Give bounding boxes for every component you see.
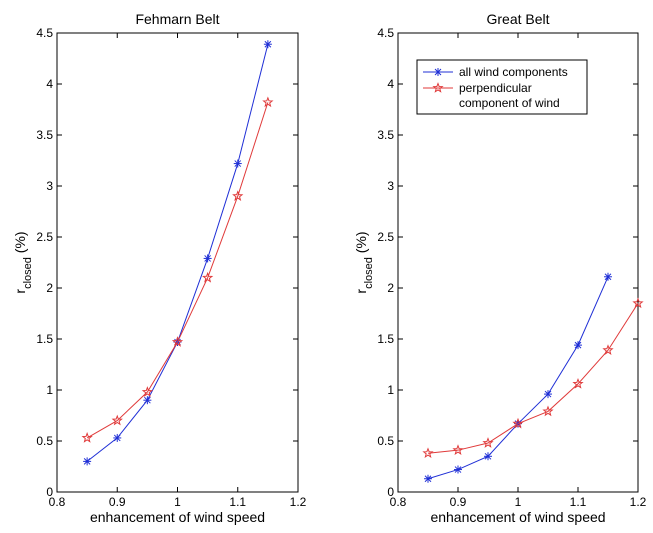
y-axis-label-subscript: closed bbox=[22, 257, 34, 289]
data-point-s1 bbox=[83, 457, 92, 466]
chart-panel-fehmarn: 0.8 0.9 1 1.1 1.2 0 0.5 1 1.5 2 2.5 3 3.5 4 4.5 Fehmarn… bbox=[12, 11, 307, 525]
x-tick-label: 0.8 bbox=[390, 495, 407, 509]
y-tick-label: 3 bbox=[46, 179, 53, 193]
y-tick-label: 2.5 bbox=[377, 230, 394, 244]
y-tick-label: 3 bbox=[387, 179, 394, 193]
legend-entry-1: all wind components bbox=[459, 65, 568, 79]
data-point-s1 bbox=[604, 272, 612, 281]
legend: all wind components perpendicularcomponen… bbox=[416, 59, 588, 115]
y-axis-label-unit: (%) bbox=[12, 231, 28, 257]
x-tick-label: 1 bbox=[174, 495, 181, 509]
data-point-s2 bbox=[602, 344, 614, 356]
data-point-s2 bbox=[81, 432, 93, 443]
y-axis-label-unit: (%) bbox=[353, 231, 369, 257]
x-tick-label: 1.2 bbox=[630, 495, 647, 509]
plot-area bbox=[56, 32, 299, 493]
data-point-s2 bbox=[422, 447, 434, 459]
data-point-s2 bbox=[262, 96, 274, 108]
y-axis-label-symbol: r bbox=[12, 289, 28, 294]
y-tick-label: 0 bbox=[46, 485, 53, 499]
y-tick-label: 1 bbox=[387, 383, 394, 397]
y-tick-label: 1.5 bbox=[377, 332, 394, 346]
legend-entry-2-continued: component of wind bbox=[459, 96, 560, 110]
data-point-s2 bbox=[111, 414, 123, 426]
data-point-s2 bbox=[632, 297, 644, 309]
data-point-s2 bbox=[572, 377, 584, 389]
y-axis-label-subscript: closed bbox=[363, 257, 375, 289]
y-tick-label: 4.5 bbox=[377, 26, 394, 40]
x-axis-label: enhancement of wind speed bbox=[90, 509, 265, 525]
y-tick-label: 1.5 bbox=[36, 332, 53, 346]
x-tick-label: 1.1 bbox=[570, 495, 587, 509]
data-point-s2 bbox=[171, 336, 184, 347]
data-point-s2 bbox=[202, 271, 214, 283]
y-tick-label: 3.5 bbox=[377, 128, 394, 142]
y-tick-label: 2 bbox=[387, 281, 394, 295]
data-point-s1 bbox=[424, 474, 432, 483]
y-tick-label: 4 bbox=[387, 77, 394, 91]
y-axis-label: rclosed (%) bbox=[353, 231, 375, 293]
data-point-s2 bbox=[542, 405, 554, 417]
data-point-s1 bbox=[484, 452, 492, 461]
x-tick-label: 0.8 bbox=[49, 495, 66, 509]
x-axis-label: enhancement of wind speed bbox=[430, 509, 605, 525]
chart-title: Fehmarn Belt bbox=[135, 11, 219, 27]
y-tick-label: 0.5 bbox=[377, 434, 394, 448]
data-point-s2 bbox=[482, 437, 494, 448]
data-point-s2 bbox=[512, 417, 524, 429]
data-point-s2 bbox=[232, 190, 244, 201]
data-point-s1 bbox=[233, 159, 242, 168]
x-tick-label: 1.2 bbox=[290, 495, 307, 509]
legend-marker-1 bbox=[434, 68, 442, 76]
series-line-2 bbox=[427, 303, 639, 454]
y-axis-label: rclosed (%) bbox=[12, 231, 34, 293]
legend-entry-2: perpendicular bbox=[459, 81, 532, 95]
series-line-2 bbox=[86, 102, 269, 439]
x-tick-label: 0.9 bbox=[450, 495, 467, 509]
chart-title: Great Belt bbox=[486, 11, 549, 27]
legend-box bbox=[416, 59, 588, 115]
y-tick-label: 0.5 bbox=[36, 434, 53, 448]
legend-marker-2 bbox=[432, 82, 444, 93]
y-tick-label: 4 bbox=[46, 77, 53, 91]
y-tick-label: 3.5 bbox=[36, 128, 53, 142]
data-point-s1 bbox=[574, 341, 582, 350]
data-point-s2 bbox=[141, 386, 153, 397]
data-point-s1 bbox=[143, 396, 152, 405]
data-point-s1 bbox=[544, 390, 552, 399]
y-tick-label: 1 bbox=[46, 383, 53, 397]
x-tick-label: 1.1 bbox=[229, 495, 246, 509]
data-point-s1 bbox=[263, 40, 272, 49]
x-tick-label: 1 bbox=[515, 495, 522, 509]
y-tick-label: 2.5 bbox=[36, 230, 53, 244]
data-point-s2 bbox=[452, 444, 464, 455]
y-tick-label: 0 bbox=[387, 485, 394, 499]
y-tick-label: 4.5 bbox=[36, 26, 53, 40]
y-axis-label-symbol: r bbox=[353, 289, 369, 294]
data-point-s1 bbox=[113, 433, 122, 442]
x-tick-label: 0.9 bbox=[109, 495, 126, 509]
y-tick-label: 2 bbox=[46, 281, 53, 295]
chart-panel-great-belt: 0.8 0.9 1 1.1 1.2 0 0.5 1 1.5 2 2.5 3 3.5 4 4.5 Great B… bbox=[353, 11, 647, 525]
data-point-s1 bbox=[203, 254, 212, 263]
data-point-s1 bbox=[454, 465, 462, 474]
